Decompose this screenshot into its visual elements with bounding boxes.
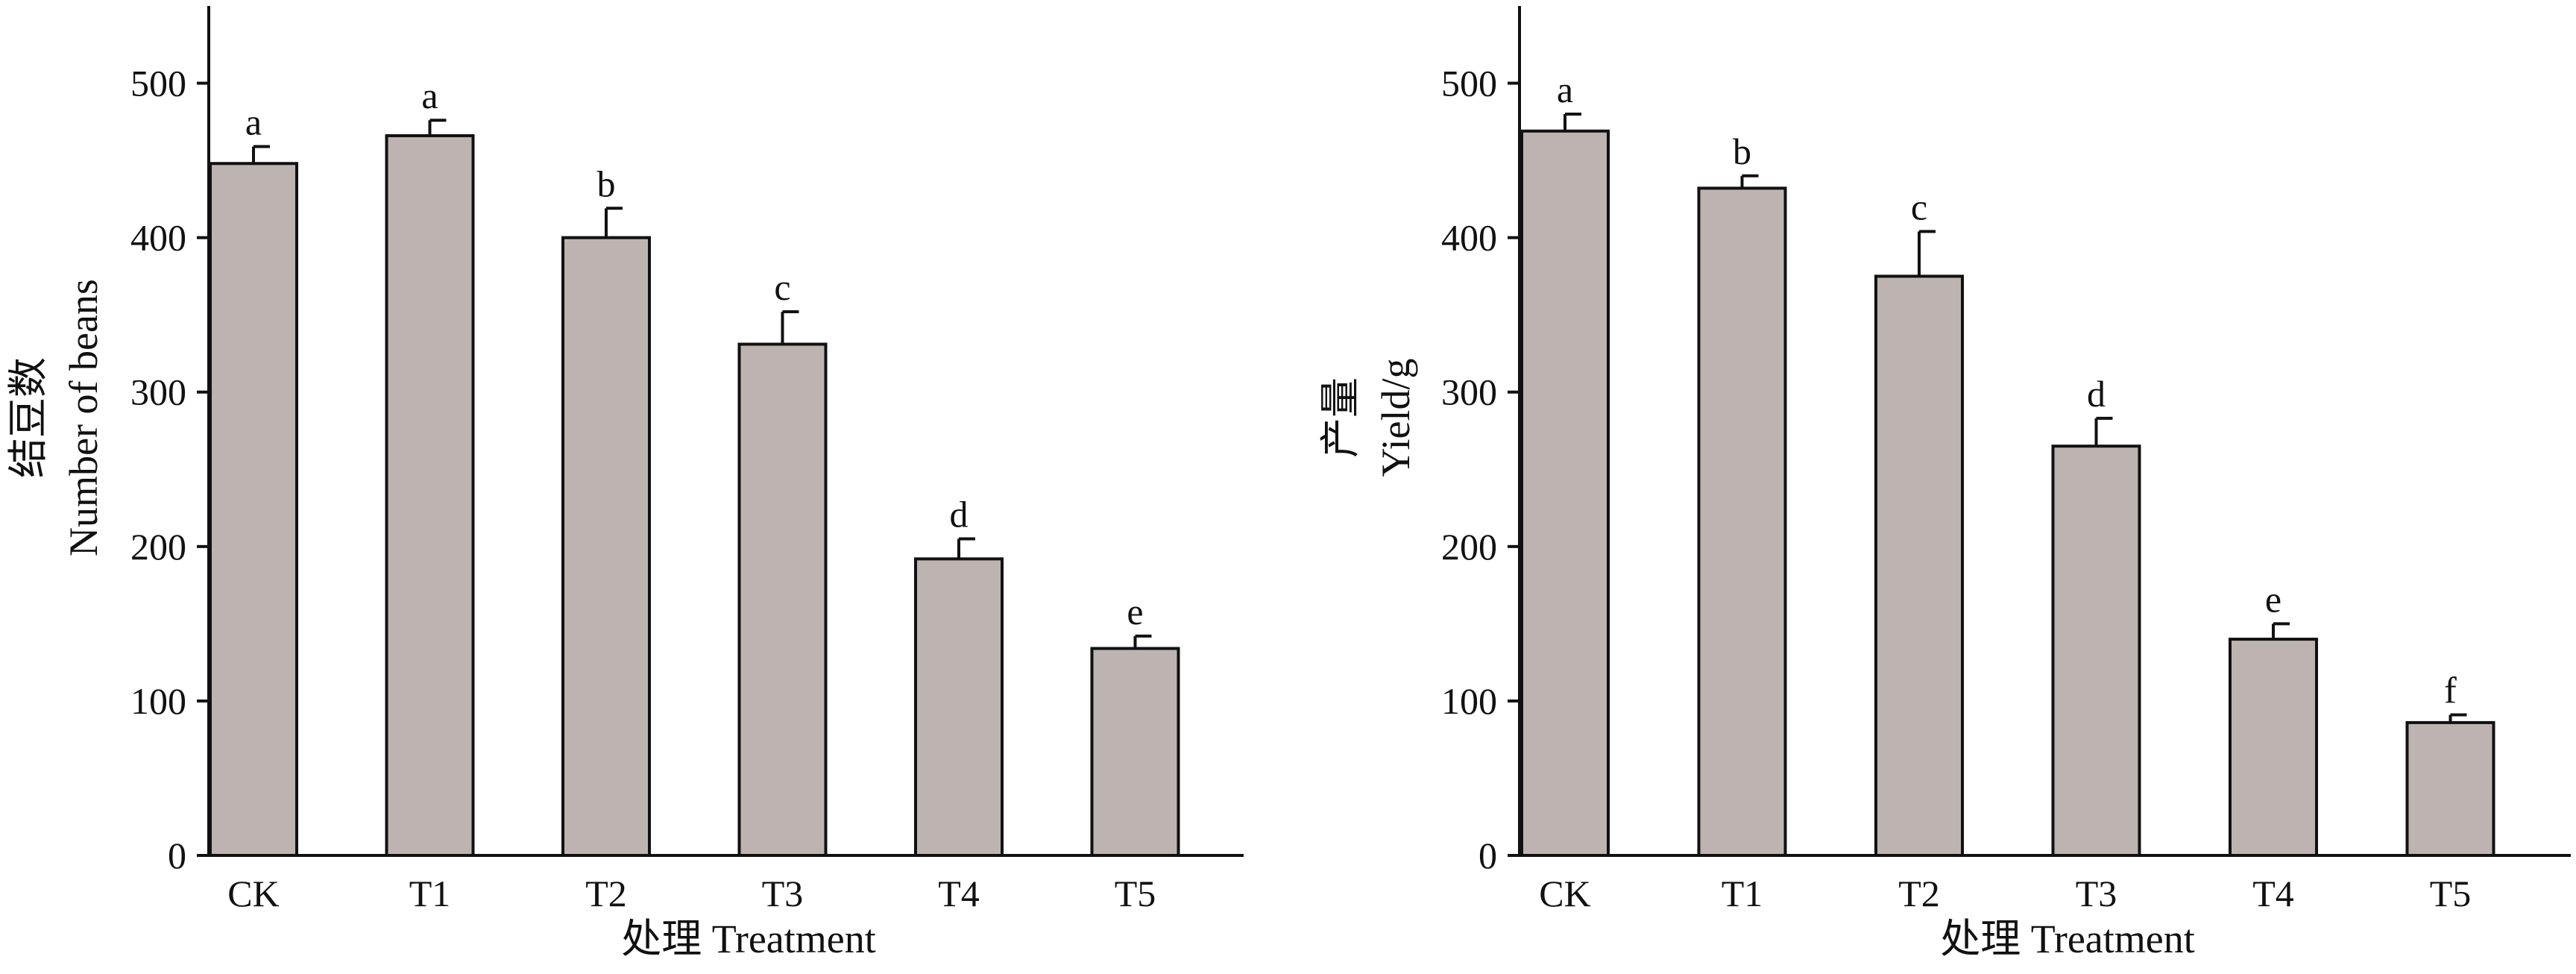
bar-t4 (2229, 638, 2318, 858)
x-tick-label: T2 (1898, 873, 1940, 914)
y-axis-title-cn: 结豆数 (6, 357, 51, 478)
chart-1: 0 100 200 300 400 500 a CK a T1 b T2 c T3 d T4 e T5 处理 Tre… (6, 6, 1244, 961)
x-tick-label: T5 (1115, 873, 1156, 914)
y-tick-label: 400 (130, 217, 186, 259)
x-tick-label: T5 (2430, 873, 2472, 914)
significance-label: a (245, 101, 262, 142)
bar-t2 (1874, 274, 1964, 857)
y-tick-label: 0 (168, 835, 186, 876)
significance-label: a (421, 75, 438, 116)
y-axis-title: Yield/g (1373, 359, 1418, 477)
bar-t5 (1090, 647, 1180, 857)
y-tick-label: 100 (130, 680, 186, 722)
bar-t4 (914, 557, 1004, 857)
significance-label: d (2087, 373, 2106, 415)
bar-t5 (2405, 720, 2495, 857)
x-tick-label: T3 (2076, 873, 2117, 914)
chart-2: 0 100 200 300 400 500 a CK b T1 c T2 d T3 e T4 f T5 处理 Tre… (1318, 6, 2571, 961)
y-tick-label: 0 (1478, 835, 1497, 876)
y-tick-label: 400 (1441, 217, 1497, 259)
significance-label: f (2444, 670, 2457, 711)
significance-label: c (1911, 186, 1927, 227)
significance-label: d (950, 493, 969, 535)
significance-label: c (774, 266, 790, 308)
y-axis-title-cn: 产量 (1318, 377, 1363, 458)
x-tick-label: T4 (938, 873, 980, 914)
y-tick-label: 200 (130, 526, 186, 568)
y-tick-label: 300 (1441, 371, 1497, 413)
x-tick-label: CK (227, 873, 279, 914)
x-tick-label: T2 (585, 873, 627, 914)
significance-label: b (597, 163, 616, 204)
bar-t2 (561, 236, 651, 857)
x-axis-title: 处理 Treatment (621, 917, 875, 961)
bar-t1 (1697, 186, 1787, 858)
bar-t3 (737, 342, 828, 857)
significance-label: b (1733, 131, 1751, 172)
x-tick-label: T1 (1722, 873, 1763, 914)
bar-ck (1520, 129, 1610, 857)
bar-ck (209, 162, 298, 857)
x-tick-label: CK (1539, 873, 1590, 914)
significance-label: e (1127, 591, 1143, 632)
x-tick-label: T4 (2252, 873, 2294, 914)
x-tick-label: T1 (409, 873, 451, 914)
x-axis-title: 处理 Treatment (1940, 917, 2194, 961)
y-tick-label: 500 (130, 63, 186, 104)
y-tick-label: 500 (1441, 63, 1497, 104)
y-tick-label: 100 (1441, 680, 1497, 722)
y-tick-label: 300 (130, 371, 186, 413)
x-tick-label: T3 (762, 873, 804, 914)
bar-t3 (2051, 444, 2141, 857)
bar-t1 (385, 133, 475, 857)
y-axis-title: Number of beans (61, 279, 106, 556)
y-tick-label: 200 (1441, 526, 1497, 568)
significance-label: e (2265, 578, 2281, 620)
significance-label: a (1557, 69, 1573, 110)
